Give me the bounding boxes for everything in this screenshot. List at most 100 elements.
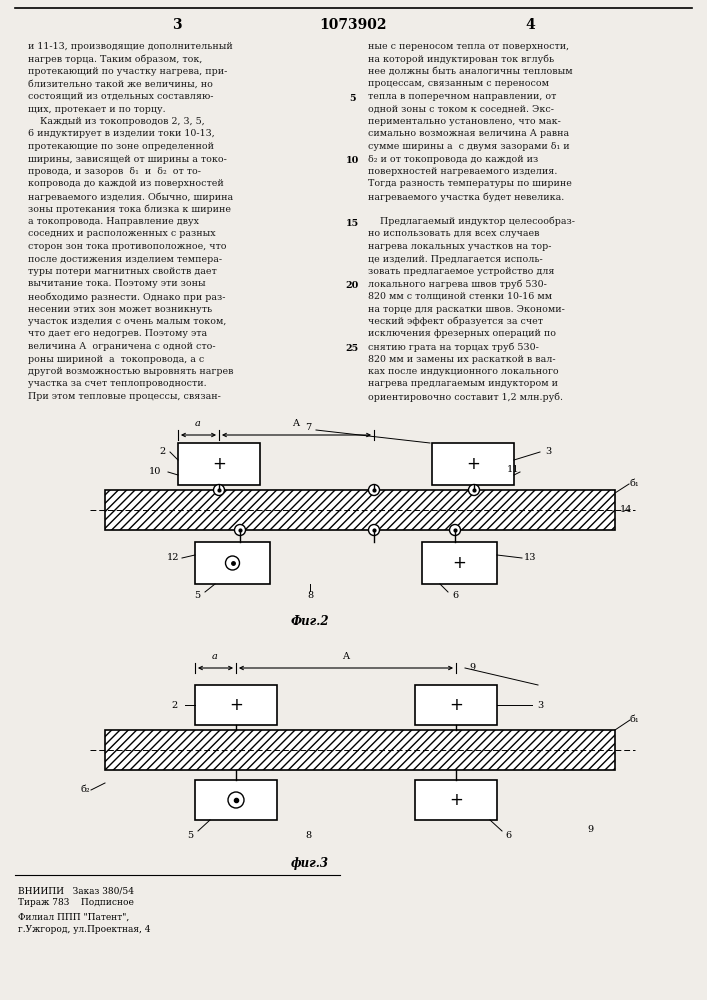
Text: нагреваемого изделия. Обычно, ширина: нагреваемого изделия. Обычно, ширина [28, 192, 233, 202]
Text: Филиал ППП "Патент",: Филиал ППП "Патент", [18, 913, 129, 922]
Text: на которой индуктирован ток вглубь: на которой индуктирован ток вглубь [368, 54, 554, 64]
Text: зовать предлагаемое устройство для: зовать предлагаемое устройство для [368, 267, 554, 276]
Text: соседних и расположенных с разных: соседних и расположенных с разных [28, 230, 216, 238]
Text: величина А  ограничена с одной сто-: величина А ограничена с одной сто- [28, 342, 216, 351]
Text: A: A [342, 652, 349, 661]
Bar [432, 443, 514, 485]
Text: сторон зон тока противоположное, что: сторон зон тока противоположное, что [28, 242, 226, 251]
Text: 6: 6 [452, 591, 458, 600]
Text: 11: 11 [507, 466, 519, 475]
Text: 12: 12 [167, 554, 180, 562]
Text: зоны протекания тока близка к ширине: зоны протекания тока близка к ширине [28, 205, 231, 214]
Text: провода, и зазоров  δ₁  и  δ₂  от то-: провода, и зазоров δ₁ и δ₂ от то- [28, 167, 201, 176]
Text: 2: 2 [159, 448, 165, 456]
Bar [105, 490, 615, 530]
Text: 7: 7 [305, 422, 311, 432]
Text: но использовать для всех случаев: но использовать для всех случаев [368, 230, 539, 238]
Text: ческий эффект образуется за счет: ческий эффект образуется за счет [368, 317, 543, 326]
Text: Каждый из токопроводов 2, 3, 5,: Каждый из токопроводов 2, 3, 5, [28, 117, 205, 126]
Text: 3: 3 [537, 700, 543, 710]
Text: вычитание тока. Поэтому эти зоны: вычитание тока. Поэтому эти зоны [28, 279, 206, 288]
Text: 4: 4 [525, 18, 535, 32]
Text: локального нагрева швов труб 530-: локального нагрева швов труб 530- [368, 279, 547, 289]
Circle shape [214, 485, 225, 495]
Circle shape [368, 524, 380, 536]
Text: 15: 15 [346, 219, 358, 228]
Text: после достижения изделием темпера-: после достижения изделием темпера- [28, 254, 222, 263]
Text: состоящий из отдельных составляю-: состоящий из отдельных составляю- [28, 92, 214, 101]
Text: б₂: б₂ [81, 786, 90, 794]
Text: +: + [212, 455, 226, 473]
Text: одной зоны с током к соседней. Экс-: одной зоны с током к соседней. Экс- [368, 104, 554, 113]
Text: и 11-13, производящие дополнительный: и 11-13, производящие дополнительный [28, 42, 233, 51]
Bar [195, 780, 277, 820]
Circle shape [226, 556, 240, 570]
Text: Фиг.2: Фиг.2 [291, 615, 329, 628]
Text: 14: 14 [620, 506, 633, 514]
Bar [415, 685, 497, 725]
Text: туры потери магнитных свойств дает: туры потери магнитных свойств дает [28, 267, 217, 276]
Text: 6 индуктирует в изделии токи 10-13,: 6 индуктирует в изделии токи 10-13, [28, 129, 215, 138]
Text: +: + [449, 696, 463, 714]
Text: +: + [466, 455, 480, 473]
Circle shape [450, 524, 460, 536]
Text: ширины, зависящей от ширины а токо-: ширины, зависящей от ширины а токо- [28, 154, 227, 163]
Text: ориентировочно составит 1,2 млн.руб.: ориентировочно составит 1,2 млн.руб. [368, 392, 563, 401]
Text: а токопровода. Направление двух: а токопровода. Направление двух [28, 217, 199, 226]
Text: роны шириной  а  токопровода, а с: роны шириной а токопровода, а с [28, 355, 204, 363]
Text: 9: 9 [469, 664, 475, 672]
Text: периментально установлено, что мак-: периментально установлено, что мак- [368, 117, 561, 126]
Text: несении этих зон может возникнуть: несении этих зон может возникнуть [28, 304, 212, 314]
Text: ках после индукционного локального: ках после индукционного локального [368, 367, 559, 376]
Text: нагрев торца. Таким образом, ток,: нагрев торца. Таким образом, ток, [28, 54, 202, 64]
Text: δ₂ и от токопровода до каждой из: δ₂ и от токопровода до каждой из [368, 154, 538, 163]
Text: ВНИИПИ   Заказ 380/54: ВНИИПИ Заказ 380/54 [18, 886, 134, 895]
Bar [195, 685, 277, 725]
Text: сумме ширины а  с двумя зазорами δ₁ и: сумме ширины а с двумя зазорами δ₁ и [368, 142, 570, 151]
Text: 10: 10 [148, 468, 161, 477]
Text: протекающие по зоне определенной: протекающие по зоне определенной [28, 142, 214, 151]
Text: необходимо разнести. Однако при раз-: необходимо разнести. Однако при раз- [28, 292, 226, 302]
Text: 1073902: 1073902 [320, 18, 387, 32]
Text: 20: 20 [346, 281, 358, 290]
Text: поверхностей нагреваемого изделия.: поверхностей нагреваемого изделия. [368, 167, 557, 176]
Text: 3: 3 [545, 448, 551, 456]
Text: б₁: б₁ [630, 716, 640, 724]
Text: 2: 2 [172, 700, 178, 710]
Text: Тираж 783    Подписное: Тираж 783 Подписное [18, 898, 134, 907]
Text: участка за счет теплопроводности.: участка за счет теплопроводности. [28, 379, 206, 388]
Text: снятию грата на торцах труб 530-: снятию грата на торцах труб 530- [368, 342, 539, 352]
Text: симально возможная величина А равна: симально возможная величина А равна [368, 129, 569, 138]
Text: копровода до каждой из поверхностей: копровода до каждой из поверхностей [28, 180, 223, 188]
Text: +: + [452, 554, 467, 572]
Text: При этом тепловые процессы, связан-: При этом тепловые процессы, связан- [28, 392, 221, 401]
Text: нагрева предлагаемым индуктором и: нагрева предлагаемым индуктором и [368, 379, 558, 388]
Text: a: a [195, 419, 201, 428]
Text: нагрева локальных участков на тор-: нагрева локальных участков на тор- [368, 242, 551, 251]
Text: a: a [212, 652, 218, 661]
Text: A: A [293, 419, 300, 428]
Text: 13: 13 [524, 554, 536, 562]
Text: г.Ужгород, ул.Проектная, 4: г.Ужгород, ул.Проектная, 4 [18, 925, 151, 934]
Text: протекающий по участку нагрева, при-: протекающий по участку нагрева, при- [28, 67, 228, 76]
Text: ные с переносом тепла от поверхности,: ные с переносом тепла от поверхности, [368, 42, 569, 51]
Text: участок изделия с очень малым током,: участок изделия с очень малым током, [28, 317, 226, 326]
Text: +: + [449, 791, 463, 809]
Text: +: + [229, 696, 243, 714]
Text: близительно такой же величины, но: близительно такой же величины, но [28, 80, 213, 89]
Text: исключения фрезерных операций по: исключения фрезерных операций по [368, 330, 556, 338]
Text: 9: 9 [587, 826, 593, 834]
Bar [422, 542, 497, 584]
Text: 3: 3 [173, 18, 182, 32]
Circle shape [228, 792, 244, 808]
Circle shape [235, 524, 245, 536]
Text: тепла в поперечном направлении, от: тепла в поперечном направлении, от [368, 92, 556, 101]
Text: щих, протекает и по торцу.: щих, протекает и по торцу. [28, 104, 165, 113]
Text: це изделий. Предлагается исполь-: це изделий. Предлагается исполь- [368, 254, 543, 263]
Text: 25: 25 [346, 344, 358, 353]
Circle shape [368, 485, 380, 495]
Text: нее должны быть аналогичны тепловым: нее должны быть аналогичны тепловым [368, 67, 573, 76]
Text: 820 мм с толщиной стенки 10-16 мм: 820 мм с толщиной стенки 10-16 мм [368, 292, 552, 301]
Bar [105, 730, 615, 770]
Text: фиг.3: фиг.3 [291, 857, 329, 870]
